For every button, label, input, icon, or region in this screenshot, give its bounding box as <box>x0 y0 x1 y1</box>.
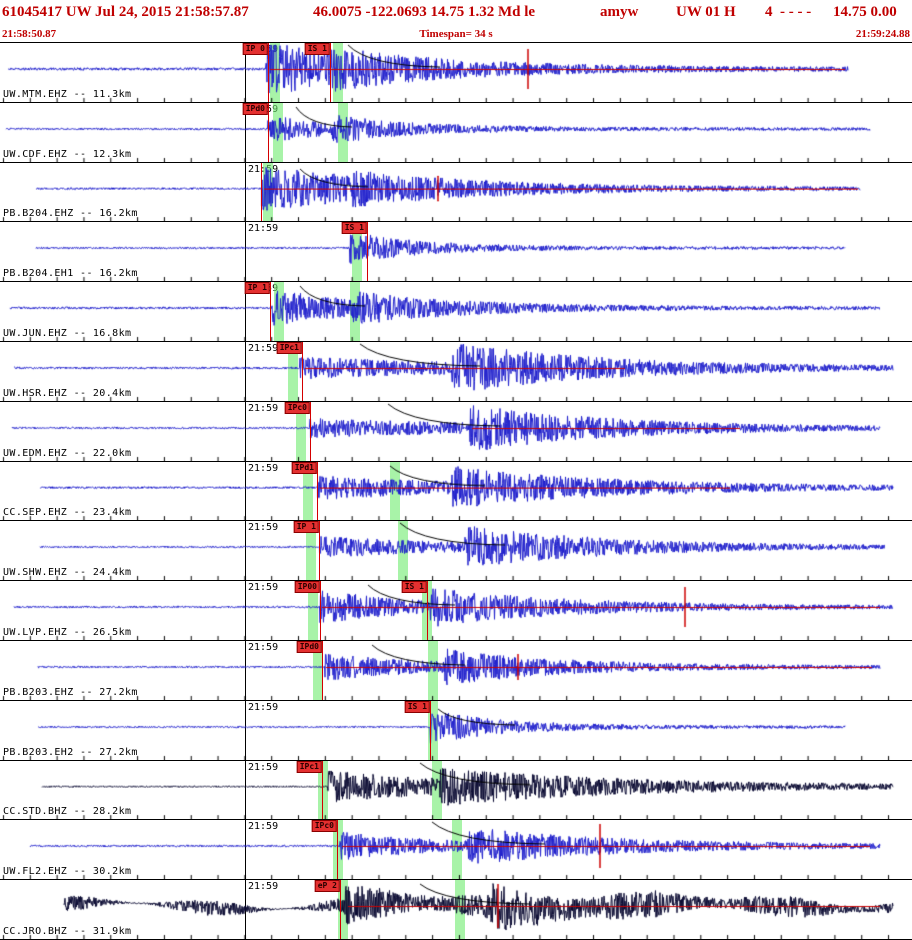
trace-panel: 21:59IP00IS 1UW.LVP.EHZ -- 26.5km <box>0 581 912 641</box>
waveform-canvas[interactable] <box>0 401 912 461</box>
trace-panel: 21:59IPd0UW.CDF.EHZ -- 12.3km <box>0 102 912 163</box>
station-label: PB.B203.EHZ -- 27.2km <box>3 686 138 698</box>
pick-line <box>268 102 269 162</box>
trace-list: 21:59IP 0IS 1UW.MTM.EHZ -- 11.3km21:59IP… <box>0 43 912 940</box>
pick-flag[interactable]: IPd0 <box>296 640 322 653</box>
trace-panel: 21:59eP 2CC.JRO.BHZ -- 31.9km <box>0 880 912 940</box>
station-label: PB.B203.EH2 -- 27.2km <box>3 746 138 758</box>
waveform-canvas[interactable] <box>0 640 912 700</box>
station-label: CC.STD.BHZ -- 28.2km <box>3 806 132 818</box>
event-header: 61045417 UW Jul 24, 2015 21:58:57.87 46.… <box>0 0 912 27</box>
timespan-label: Timespan= 34 s <box>419 28 493 40</box>
pick-line <box>340 880 341 939</box>
waveform-canvas[interactable] <box>0 700 912 760</box>
waveform-canvas[interactable] <box>0 162 912 222</box>
trace-panel: 21:59IPc0UW.FL2.EHZ -- 30.2km <box>0 820 912 881</box>
waveform-canvas[interactable] <box>0 760 912 820</box>
pick-line <box>427 581 428 640</box>
pick-flag[interactable]: IS 1 <box>341 222 367 235</box>
station-label: PB.B204.EHZ -- 16.2km <box>3 208 138 220</box>
waveform-canvas[interactable] <box>0 820 912 880</box>
pick-line <box>322 640 323 700</box>
waveform-canvas[interactable] <box>0 521 912 581</box>
pick-flag[interactable]: IS 1 <box>404 700 430 713</box>
trace-panel: 21:59IPc1CC.STD.BHZ -- 28.2km <box>0 760 912 821</box>
pick-flag[interactable]: IPd1 <box>291 461 317 474</box>
waveform-canvas[interactable] <box>0 222 912 282</box>
analyst-id: amyw <box>600 4 639 20</box>
waveform-canvas[interactable] <box>0 880 912 939</box>
pick-line <box>322 760 323 820</box>
waveform-canvas[interactable] <box>0 581 912 640</box>
station-label: PB.B204.EH1 -- 16.2km <box>3 268 138 280</box>
pick-line <box>317 461 318 521</box>
pick-flag[interactable]: IS 1 <box>304 43 330 55</box>
pick-flag[interactable]: IP 1 <box>244 282 270 295</box>
trace-panel: 21:59IPd1CC.SEP.EHZ -- 23.4km <box>0 461 912 522</box>
pick-line <box>268 43 269 102</box>
pick-line <box>337 820 338 880</box>
event-source: UW 01 H <box>676 4 736 20</box>
time-axis-bar: 21:58:50.87 Timespan= 34 s 21:59:24.88 <box>0 27 912 43</box>
window-start-time: 21:58:50.87 <box>2 28 57 40</box>
event-extra: 14.75 0.00 <box>833 4 897 20</box>
waveform-canvas[interactable] <box>0 341 912 401</box>
window-end-time: 21:59:24.88 <box>855 28 910 40</box>
station-label: UW.EDM.EHZ -- 22.0km <box>3 447 132 459</box>
station-label: UW.FL2.EHZ -- 30.2km <box>3 866 132 878</box>
trace-panel: 21:59PB.B204.EHZ -- 16.2km <box>0 162 912 223</box>
pick-line <box>270 282 271 341</box>
waveform-canvas[interactable] <box>0 43 912 102</box>
pick-line <box>320 581 321 640</box>
waveform-canvas[interactable] <box>0 282 912 341</box>
pick-flag[interactable]: IP 0 <box>242 43 268 55</box>
pick-line <box>261 162 262 222</box>
station-label: CC.SEP.EHZ -- 23.4km <box>3 507 132 519</box>
pick-line <box>302 341 303 401</box>
station-label: UW.HSR.EHZ -- 20.4km <box>3 387 132 399</box>
pick-line <box>319 521 320 581</box>
trace-panel: 21:59IS 1PB.B203.EH2 -- 27.2km <box>0 700 912 761</box>
trace-panel: 21:59IPc1UW.HSR.EHZ -- 20.4km <box>0 341 912 402</box>
station-label: CC.JRO.BHZ -- 31.9km <box>3 925 132 937</box>
station-label: UW.MTM.EHZ -- 11.3km <box>3 88 132 100</box>
trace-panel: 21:59IP 1UW.JUN.EHZ -- 16.8km <box>0 282 912 342</box>
pick-flag[interactable]: IP00 <box>294 581 320 594</box>
pick-line <box>330 43 331 102</box>
event-flags: 4 - - - - <box>765 4 812 20</box>
pick-flag[interactable]: eP 2 <box>314 880 340 893</box>
event-location: 46.0075 -122.0693 14.75 1.32 Md le <box>313 4 536 20</box>
trace-panel: 21:59IPc0UW.EDM.EHZ -- 22.0km <box>0 401 912 462</box>
trace-panel: 21:59IS 1PB.B204.EH1 -- 16.2km <box>0 222 912 283</box>
pick-flag[interactable]: IS 1 <box>401 581 427 594</box>
waveform-canvas[interactable] <box>0 102 912 162</box>
trace-panel: 21:59IP 1UW.SHW.EHZ -- 24.4km <box>0 521 912 582</box>
trace-panel: 21:59IPd0PB.B203.EHZ -- 27.2km <box>0 640 912 701</box>
trace-panel: 21:59IP 0IS 1UW.MTM.EHZ -- 11.3km <box>0 43 912 103</box>
pick-flag[interactable]: IPc0 <box>311 820 337 833</box>
pick-line <box>367 222 368 282</box>
pick-flag[interactable]: IP 1 <box>293 521 319 534</box>
station-label: UW.LVP.EHZ -- 26.5km <box>3 626 132 638</box>
pick-line <box>310 401 311 461</box>
station-label: UW.CDF.EHZ -- 12.3km <box>3 148 132 160</box>
event-id-origin: 61045417 UW Jul 24, 2015 21:58:57.87 <box>2 4 249 20</box>
station-label: UW.JUN.EHZ -- 16.8km <box>3 327 132 339</box>
pick-flag[interactable]: IPc0 <box>284 401 310 414</box>
pick-flag[interactable]: IPd0 <box>242 102 268 115</box>
pick-flag[interactable]: IPc1 <box>276 341 302 354</box>
waveform-canvas[interactable] <box>0 461 912 521</box>
station-label: UW.SHW.EHZ -- 24.4km <box>3 567 132 579</box>
pick-flag[interactable]: IPc1 <box>296 760 322 773</box>
pick-line <box>430 700 431 760</box>
